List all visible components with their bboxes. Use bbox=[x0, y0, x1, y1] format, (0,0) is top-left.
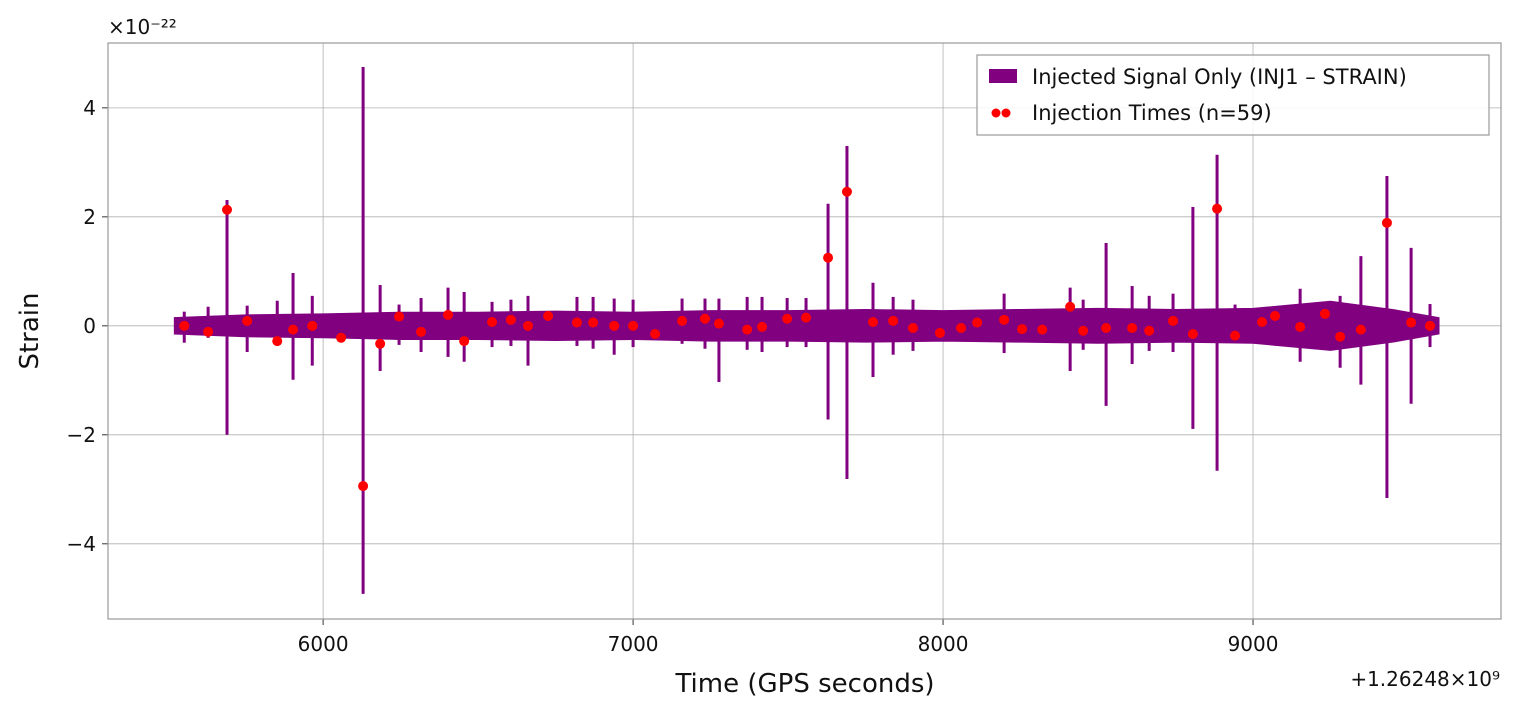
injection-point bbox=[179, 320, 190, 331]
y-axis-label: Strain bbox=[15, 292, 45, 369]
y-tick-label: 2 bbox=[83, 205, 96, 229]
injection-point bbox=[1101, 323, 1112, 334]
injection-point bbox=[1257, 317, 1268, 328]
injection-point bbox=[1144, 325, 1155, 336]
legend-marker bbox=[1001, 108, 1011, 118]
y-scale-label: ×10⁻²² bbox=[108, 15, 177, 39]
injection-point bbox=[628, 320, 639, 331]
injection-point bbox=[956, 323, 967, 334]
injection-point bbox=[609, 320, 620, 331]
injection-point bbox=[571, 317, 582, 328]
injection-point bbox=[801, 312, 812, 323]
x-axis-label: Time (GPS seconds) bbox=[674, 669, 934, 699]
injection-point bbox=[1406, 317, 1417, 328]
y-tick-label: −2 bbox=[67, 423, 96, 447]
x-tick-label: 7000 bbox=[608, 632, 659, 656]
injection-point bbox=[1319, 308, 1330, 319]
injection-point bbox=[307, 320, 318, 331]
injection-point bbox=[1168, 315, 1179, 326]
legend-box bbox=[976, 54, 1490, 136]
injection-point bbox=[1037, 324, 1048, 335]
y-tick-label: 0 bbox=[83, 314, 96, 338]
injection-point bbox=[336, 332, 347, 343]
injection-point bbox=[288, 324, 299, 335]
x-offset-label: +1.26248×10⁹ bbox=[1350, 667, 1500, 691]
injection-point bbox=[907, 323, 918, 334]
legend-swatch bbox=[989, 69, 1017, 83]
y-tick-label: 4 bbox=[83, 96, 96, 120]
injection-point bbox=[757, 321, 768, 332]
legend-label: Injected Signal Only (INJ1 – STRAIN) bbox=[1032, 65, 1407, 89]
injection-point bbox=[1127, 323, 1138, 334]
injection-point bbox=[1355, 324, 1366, 335]
injection-point bbox=[203, 326, 214, 337]
injection-point bbox=[1295, 321, 1306, 332]
injection-point bbox=[1335, 331, 1346, 342]
injection-point bbox=[934, 327, 945, 338]
injection-point bbox=[222, 204, 233, 215]
injection-point bbox=[1212, 203, 1223, 214]
injection-point bbox=[650, 328, 661, 339]
y-tick-label: −4 bbox=[67, 532, 96, 556]
injection-point bbox=[443, 309, 454, 320]
injection-point bbox=[543, 311, 554, 322]
injection-point bbox=[713, 318, 724, 329]
injection-point bbox=[1381, 217, 1392, 228]
injection-point bbox=[588, 317, 599, 328]
injection-point bbox=[700, 313, 710, 324]
injection-point bbox=[841, 186, 852, 197]
injection-point bbox=[868, 317, 879, 328]
injection-point bbox=[888, 315, 899, 326]
injection-point bbox=[242, 315, 253, 326]
injection-point bbox=[416, 326, 427, 337]
legend-label: Injection Times (n=59) bbox=[1032, 101, 1272, 125]
injection-point bbox=[1078, 325, 1089, 336]
x-tick-label: 8000 bbox=[918, 632, 969, 656]
x-tick-label: 9000 bbox=[1228, 632, 1279, 656]
injection-point bbox=[523, 320, 534, 331]
legend-marker bbox=[991, 108, 1001, 118]
injection-point bbox=[272, 336, 283, 347]
injection-point bbox=[459, 336, 470, 347]
injection-point bbox=[394, 311, 405, 322]
injection-point bbox=[1270, 311, 1281, 322]
injection-point bbox=[742, 324, 753, 335]
injection-point bbox=[505, 314, 516, 325]
plot-frame bbox=[107, 42, 1502, 620]
injection-point bbox=[1065, 301, 1076, 312]
injection-point bbox=[1187, 328, 1198, 339]
injection-point bbox=[972, 317, 983, 328]
injection-point bbox=[1425, 320, 1436, 331]
injection-point bbox=[1017, 324, 1028, 335]
injection-point bbox=[782, 313, 793, 324]
injection-point bbox=[823, 252, 834, 263]
injection-point bbox=[375, 338, 386, 349]
injection-point bbox=[1230, 330, 1241, 341]
injection-point bbox=[358, 481, 369, 492]
x-tick-label: 6000 bbox=[298, 632, 349, 656]
injection-point bbox=[677, 315, 688, 326]
injection-point bbox=[487, 317, 498, 328]
injection-point bbox=[999, 314, 1010, 325]
